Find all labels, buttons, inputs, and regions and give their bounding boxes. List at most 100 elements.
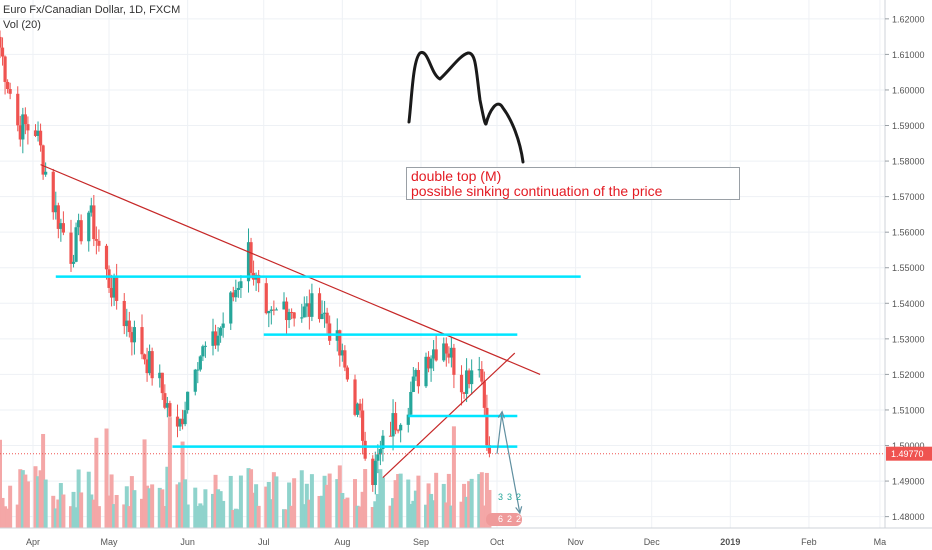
- volume-bar: [76, 469, 81, 528]
- candle-body: [432, 349, 436, 359]
- candle-body: [6, 81, 10, 90]
- drawing-layer[interactable]: 3 3 26 2 2: [0, 51, 885, 526]
- candle-body: [132, 327, 136, 343]
- volume-bar: [162, 506, 167, 528]
- price-tick-label: 1.50000: [892, 441, 925, 451]
- last-price-tag: [886, 446, 932, 461]
- double-top-sketch[interactable]: [407, 51, 525, 164]
- candle-body: [399, 424, 403, 431]
- volume-bar: [249, 469, 254, 528]
- candle-body: [282, 301, 286, 310]
- volume-bar: [482, 505, 487, 528]
- volume-badge-pill: [486, 513, 522, 526]
- volume-indicator-label[interactable]: Vol (20): [3, 19, 41, 31]
- candle-body: [290, 311, 294, 313]
- candle-body: [345, 367, 350, 380]
- candle-body: [213, 331, 218, 346]
- volume-bar: [51, 495, 56, 528]
- candle-body: [447, 353, 451, 358]
- candle-body: [219, 327, 223, 336]
- volume-bar: [302, 504, 307, 528]
- price-tick-label: 1.57000: [892, 192, 925, 202]
- candle-body: [165, 403, 169, 408]
- candle-body: [300, 317, 304, 319]
- volume-bar: [256, 505, 261, 528]
- candle-body: [160, 372, 164, 394]
- volume-bar: [325, 484, 330, 528]
- volume-bar: [307, 499, 312, 528]
- candle-body: [361, 410, 365, 441]
- candle-body: [305, 303, 309, 307]
- candle-body: [464, 370, 469, 394]
- volume-bar: [147, 488, 152, 528]
- candle-body: [71, 261, 76, 264]
- volume-bar: [304, 483, 309, 528]
- volume-bar: [61, 494, 66, 528]
- candle-body: [480, 369, 484, 382]
- candle-body: [142, 354, 147, 360]
- volume-bar: [292, 478, 297, 528]
- candle-body: [264, 283, 268, 314]
- price-tick-label: 1.49000: [892, 477, 925, 487]
- volume-bar: [122, 504, 127, 528]
- annotation-textbox[interactable]: double top (M) possible sinking continua…: [406, 167, 740, 200]
- volume-bar: [375, 494, 380, 528]
- candle-body: [396, 430, 400, 432]
- volume-bar: [327, 473, 332, 528]
- candle-body: [378, 449, 382, 455]
- candle-body: [325, 312, 329, 324]
- volume-bar: [484, 472, 489, 528]
- volume-bar: [211, 493, 216, 528]
- time-tick-label: Dec: [644, 537, 661, 547]
- volume-bar: [218, 491, 223, 528]
- volume-bar: [393, 480, 398, 528]
- volume-bar: [142, 439, 147, 528]
- volume-bar: [342, 499, 347, 528]
- volume-bar: [74, 507, 79, 528]
- volume-bar: [43, 479, 48, 528]
- candle-body: [302, 306, 306, 318]
- time-tick-label: 2019: [720, 537, 740, 547]
- candle-body: [249, 242, 253, 273]
- candle-body: [112, 277, 116, 298]
- candle-body: [198, 356, 202, 370]
- candle-body: [406, 414, 410, 425]
- volume-bar: [231, 509, 236, 528]
- candle-body: [180, 418, 185, 425]
- symbol-title[interactable]: Euro Fx/Canadian Dollar, 1D, FXCM: [3, 4, 181, 16]
- projection-arrowhead-0: [497, 410, 505, 419]
- volume-bar: [89, 494, 94, 528]
- candle-body: [272, 309, 276, 311]
- volume-bar: [469, 478, 474, 528]
- candle-body: [328, 323, 332, 341]
- volume-bar: [254, 484, 259, 528]
- volume-bar: [5, 508, 10, 528]
- candle-body: [36, 130, 40, 136]
- volume-bar: [198, 503, 203, 528]
- volume-bar: [353, 479, 358, 528]
- volume-bar: [284, 509, 289, 528]
- volume-bar: [391, 498, 396, 528]
- volume-bar: [150, 484, 155, 528]
- candle-body: [178, 418, 182, 427]
- last-price-tag-label: 1.49770: [891, 449, 924, 459]
- volume-bar: [411, 500, 416, 528]
- projection-arrow-1[interactable]: [501, 416, 521, 514]
- volume-badge-up-0: 3: [498, 492, 503, 502]
- volume-bar: [434, 472, 439, 528]
- volume-bar: [431, 500, 436, 528]
- projection-arrowhead-1: [515, 506, 523, 515]
- chart-grid: [0, 0, 885, 528]
- projection-arrow-0[interactable]: [496, 411, 503, 454]
- price-tick-label: 1.51000: [892, 405, 925, 415]
- volume-bar: [36, 476, 41, 528]
- candle-body: [424, 356, 428, 387]
- volume-bar: [175, 484, 180, 528]
- volume-bar: [398, 473, 403, 528]
- volume-badge-down-0: 6: [498, 514, 503, 524]
- descending-trendline[interactable]: [40, 164, 541, 375]
- candle-body: [269, 309, 273, 311]
- candle-body: [89, 205, 93, 213]
- candle-body: [148, 351, 152, 374]
